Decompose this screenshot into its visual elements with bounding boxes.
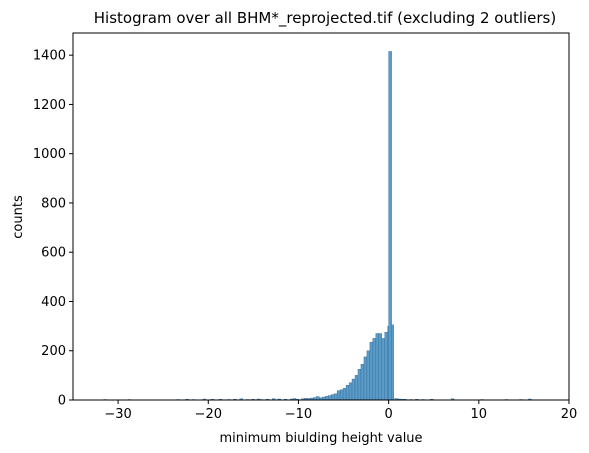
y-tick-label: 800 — [41, 196, 66, 211]
histogram-bar — [351, 378, 356, 401]
histogram-bar — [342, 387, 347, 401]
histogram-bar — [348, 382, 353, 401]
histogram-bar — [354, 375, 359, 401]
y-tick-label: 1200 — [33, 98, 66, 113]
histogram-bar — [388, 51, 392, 401]
x-tick-label: 10 — [471, 407, 488, 422]
histogram-bar — [372, 338, 377, 401]
y-tick-label: 400 — [41, 295, 66, 310]
y-tick-label: 0 — [58, 394, 66, 409]
histogram-bar — [378, 333, 382, 401]
y-tick-label: 600 — [41, 246, 66, 261]
histogram-bar — [369, 341, 374, 401]
x-axis-label: minimum biulding height value — [219, 431, 422, 446]
histogram-bar — [336, 390, 341, 401]
plot-frame — [72, 32, 570, 401]
histogram-bar — [375, 333, 380, 401]
y-tick-label: 1400 — [33, 49, 66, 64]
y-axis-ticks: 0 200 400 600 800 1000 1200 1400 — [33, 49, 73, 409]
x-tick-label: −30 — [104, 407, 131, 422]
histogram-bar — [384, 332, 388, 401]
y-tick-label: 1000 — [33, 147, 66, 162]
histogram-bar — [328, 395, 332, 401]
x-tick-label: −20 — [195, 407, 222, 422]
histogram-bar — [357, 369, 362, 401]
chart-title: Histogram over all BHM*_reprojected.tif … — [94, 9, 556, 28]
histogram-bar — [325, 396, 329, 401]
histogram-bar — [366, 350, 371, 401]
y-axis-label: counts — [11, 195, 26, 239]
histogram-bar — [333, 393, 338, 401]
histogram-bar — [339, 389, 344, 401]
x-tick-label: −10 — [285, 407, 312, 422]
bars-group — [103, 51, 532, 401]
histogram-bar — [345, 385, 350, 401]
histogram-bar — [330, 394, 335, 401]
y-tick-label: 200 — [41, 344, 66, 359]
x-axis-ticks: −30 −20 −10 0 10 20 — [104, 400, 577, 422]
histogram-bar — [381, 338, 385, 401]
x-tick-label: 20 — [561, 407, 578, 422]
histogram-bar — [316, 396, 320, 401]
histogram-bar — [363, 356, 368, 401]
x-tick-label: 0 — [384, 407, 392, 422]
histogram-bar — [360, 364, 365, 401]
